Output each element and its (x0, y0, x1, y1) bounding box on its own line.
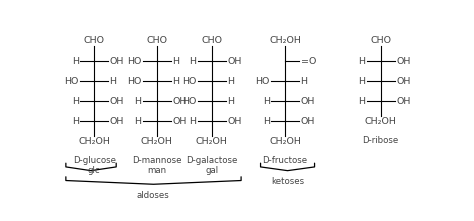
Text: HO: HO (127, 77, 141, 86)
Text: OH: OH (109, 117, 124, 126)
Text: OH: OH (396, 97, 410, 106)
Text: HO: HO (255, 77, 270, 86)
Text: OH: OH (396, 57, 410, 66)
Text: H: H (134, 97, 141, 106)
Text: H: H (172, 77, 179, 86)
Text: CH₂OH: CH₂OH (365, 117, 397, 126)
Text: D-mannose
man: D-mannose man (132, 156, 182, 175)
Text: H: H (189, 117, 196, 126)
Text: H: H (109, 77, 117, 86)
Text: aldoses: aldoses (137, 191, 170, 200)
Text: H: H (263, 117, 270, 126)
Text: OH: OH (396, 77, 410, 86)
Text: OH: OH (301, 97, 315, 106)
Text: HO: HO (64, 77, 79, 86)
Text: CHO: CHO (146, 36, 167, 46)
Text: H: H (134, 117, 141, 126)
Text: H: H (227, 77, 234, 86)
Text: CHO: CHO (370, 36, 391, 46)
Text: HO: HO (182, 97, 196, 106)
Text: CH₂OH: CH₂OH (78, 137, 110, 146)
Text: H: H (72, 97, 79, 106)
Text: CH₂OH: CH₂OH (196, 137, 228, 146)
Text: H: H (358, 77, 365, 86)
Text: H: H (189, 57, 196, 66)
Text: H: H (301, 77, 308, 86)
Text: CH₂OH: CH₂OH (269, 36, 301, 46)
Text: D-galactose
gal: D-galactose gal (186, 156, 237, 175)
Text: CHO: CHO (83, 36, 105, 46)
Text: H: H (72, 117, 79, 126)
Text: OH: OH (227, 57, 242, 66)
Text: CH₂OH: CH₂OH (269, 137, 301, 146)
Text: CHO: CHO (201, 36, 222, 46)
Text: D-glucose
glc: D-glucose glc (73, 156, 116, 175)
Text: H: H (172, 57, 179, 66)
Text: H: H (227, 97, 234, 106)
Text: H: H (263, 97, 270, 106)
Text: H: H (72, 57, 79, 66)
Text: HO: HO (182, 77, 196, 86)
Text: OH: OH (227, 117, 242, 126)
Text: OH: OH (172, 97, 186, 106)
Text: HO: HO (127, 57, 141, 66)
Text: =O: =O (301, 57, 316, 66)
Text: H: H (358, 97, 365, 106)
Text: ketoses: ketoses (271, 177, 304, 187)
Text: OH: OH (109, 97, 124, 106)
Text: OH: OH (109, 57, 124, 66)
Text: H: H (358, 57, 365, 66)
Text: D-ribose: D-ribose (363, 136, 399, 145)
Text: D-fructose: D-fructose (263, 156, 308, 165)
Text: CH₂OH: CH₂OH (141, 137, 173, 146)
Text: OH: OH (301, 117, 315, 126)
Text: OH: OH (172, 117, 186, 126)
